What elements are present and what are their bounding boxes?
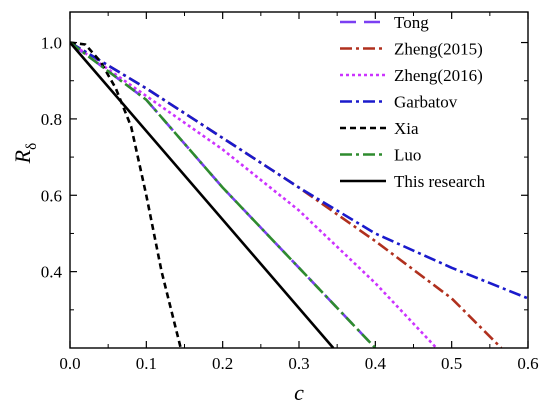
legend-label: This research <box>394 172 486 191</box>
series-line-luo <box>70 41 377 348</box>
y-axis-label: Rδ <box>10 143 40 165</box>
x-axis-label: c <box>294 380 304 405</box>
series-line-zheng-2016 <box>70 41 438 348</box>
y-tick-label: 1.0 <box>41 34 62 53</box>
series-line-tong <box>70 41 377 348</box>
y-axis-label-main: R <box>10 149 35 164</box>
series-line-this-research <box>70 41 335 348</box>
plot-border <box>69 11 529 349</box>
legend-label: Tong <box>394 13 429 32</box>
legend: Tong Zheng(2015) Zheng(2016) Garbatov Xia Luo… <box>340 13 486 191</box>
plot-frame <box>69 11 529 349</box>
series-line-garbatov <box>70 41 528 300</box>
x-tick-label: 0.2 <box>212 354 233 373</box>
y-tick-label: 0.4 <box>41 263 63 282</box>
legend-label: Xia <box>394 119 419 138</box>
x-tick-label: 0.1 <box>136 354 157 373</box>
legend-label: Zheng(2015) <box>394 40 483 59</box>
legend-label: Luo <box>394 146 421 165</box>
legend-label: Zheng(2016) <box>394 66 483 85</box>
legend-label: Garbatov <box>394 93 458 112</box>
x-tick-label: 0.3 <box>288 354 309 373</box>
series-line-xia <box>70 41 182 348</box>
x-tick-label: 0.0 <box>59 354 80 373</box>
x-tick-label: 0.5 <box>441 354 462 373</box>
y-tick-label: 0.8 <box>41 110 62 129</box>
x-tick-label: 0.6 <box>517 354 538 373</box>
y-axis-label-subscript: δ <box>24 143 40 150</box>
y-tick-label: 0.6 <box>41 186 62 205</box>
series-layer <box>70 41 528 348</box>
x-tick-label: 0.4 <box>365 354 387 373</box>
